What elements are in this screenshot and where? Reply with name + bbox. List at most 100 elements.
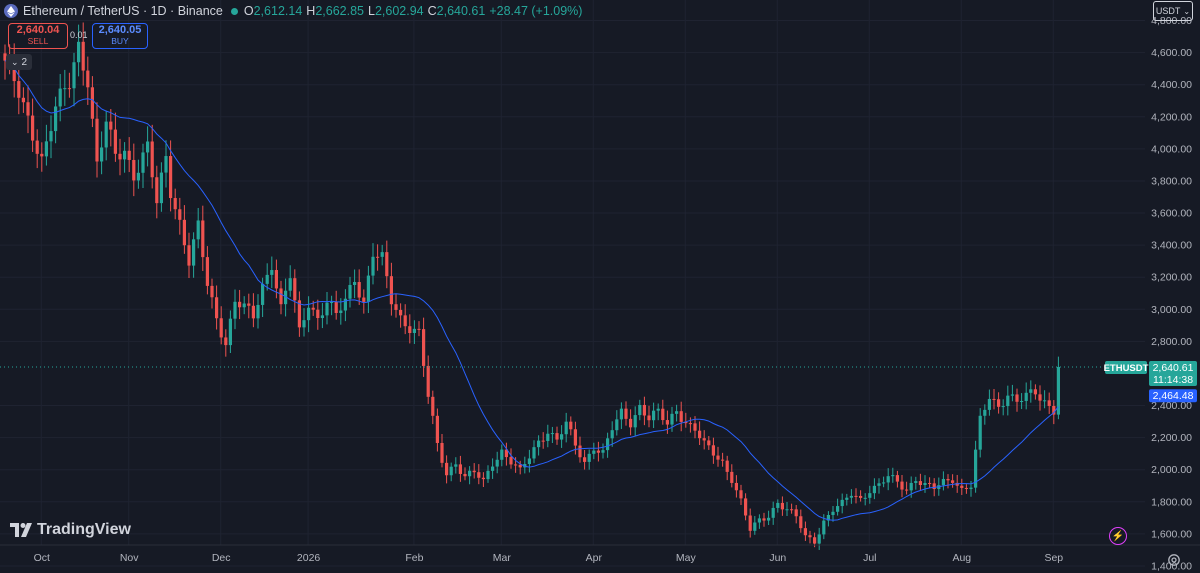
candle-body xyxy=(463,473,467,477)
candle-body xyxy=(316,309,320,319)
price-axis-bg xyxy=(1145,0,1200,573)
candle-body xyxy=(491,466,495,471)
candle-body xyxy=(159,172,163,204)
price-tick-label: 4,000.00 xyxy=(1151,143,1192,155)
candle-body xyxy=(215,297,219,319)
price-tick-label: 4,600.00 xyxy=(1151,47,1192,59)
candle-body xyxy=(987,398,991,410)
candle-body xyxy=(21,97,25,103)
candle-body xyxy=(54,106,58,132)
lightning-icon[interactable]: ⚡ xyxy=(1109,527,1127,545)
candle-body xyxy=(320,315,324,319)
candle-body xyxy=(707,440,711,446)
time-tick-label: Apr xyxy=(586,552,603,564)
candle-body xyxy=(1006,395,1010,407)
candle-body xyxy=(81,41,85,71)
candle-body xyxy=(330,302,334,304)
currency-button[interactable]: USDT ⌄ xyxy=(1153,1,1193,21)
candle-body xyxy=(307,307,311,321)
candle-body xyxy=(822,520,826,535)
candle-body xyxy=(665,420,669,425)
candle-body xyxy=(780,502,784,510)
candle-body xyxy=(219,318,223,338)
candle-body xyxy=(504,449,508,458)
candle-body xyxy=(468,470,472,477)
symbol-header[interactable]: Ethereum / TetherUS · 1D · Binance O 2,6… xyxy=(4,3,586,19)
candle-body xyxy=(210,285,214,298)
price-tick-label: 1,400.00 xyxy=(1151,560,1192,572)
price-tick-label: 3,400.00 xyxy=(1151,240,1192,252)
candle-body xyxy=(1047,400,1051,406)
time-tick-label: Sep xyxy=(1044,552,1063,564)
candle-body xyxy=(730,471,734,483)
candle-body xyxy=(992,398,996,400)
candle-body xyxy=(357,282,361,298)
candle-body xyxy=(123,150,127,160)
candle-body xyxy=(431,396,435,416)
candle-body xyxy=(868,493,872,498)
candle-body xyxy=(560,434,564,440)
series-tag-bg xyxy=(1105,360,1147,374)
candle-body xyxy=(951,480,955,483)
price-tick-label: 2,200.00 xyxy=(1151,432,1192,444)
candle-body xyxy=(587,453,591,462)
candle-body xyxy=(711,445,715,456)
candle-body xyxy=(1001,406,1005,408)
candle-body xyxy=(661,408,665,421)
candle-body xyxy=(371,256,375,276)
open-label: O xyxy=(243,4,254,18)
candle-body xyxy=(619,408,623,420)
candle-body xyxy=(854,495,858,497)
candle-body xyxy=(380,252,384,257)
gear-icon[interactable] xyxy=(1167,553,1181,567)
candle-body xyxy=(279,288,283,305)
time-axis[interactable]: Oct Nov Dec 2026 Feb Mar Apr May Jun Jul Aug Sep xyxy=(0,544,1200,564)
candle-body xyxy=(583,457,587,462)
candle-body xyxy=(118,153,122,160)
candle-body xyxy=(596,450,600,453)
low-value: 2,602.94 xyxy=(374,4,424,18)
candle-body xyxy=(146,141,150,153)
candle-body xyxy=(297,300,301,328)
candle-body xyxy=(537,440,541,448)
symbol-title[interactable]: Ethereum / TetherUS · 1D · Binance xyxy=(23,4,223,18)
candle-body xyxy=(1015,394,1019,402)
candle-body xyxy=(1033,389,1037,395)
time-tick-label: May xyxy=(676,552,697,564)
high-label: H xyxy=(306,4,316,18)
candle-body xyxy=(928,482,932,484)
chevron-down-icon: ⌄ xyxy=(1183,6,1191,16)
candle-body xyxy=(256,304,260,319)
price-tick-label: 4,200.00 xyxy=(1151,111,1192,123)
candle-body xyxy=(95,118,99,162)
time-tick-label: 2026 xyxy=(297,552,321,564)
candle-body xyxy=(412,328,416,334)
candle-body xyxy=(725,460,729,472)
indicators-toggle[interactable]: ⌄ 2 xyxy=(6,54,32,70)
candle-body xyxy=(302,320,306,328)
candle-body xyxy=(201,220,205,258)
candle-body xyxy=(518,464,522,468)
candle-body xyxy=(909,482,913,491)
candle-body xyxy=(615,419,619,431)
candle-body xyxy=(601,450,605,453)
time-tick-label: Jul xyxy=(863,552,876,564)
candle-body xyxy=(233,301,237,319)
candle-body xyxy=(799,516,803,529)
candle-body xyxy=(481,477,485,480)
candle-body xyxy=(325,302,329,316)
sell-button[interactable]: 2,640.04 SELL xyxy=(8,23,68,49)
candle-body xyxy=(748,515,752,531)
countdown-tag: 11:14:38 xyxy=(1153,374,1193,386)
price-axis[interactable]: 4,800.00 4,600.00 4,400.00 4,200.00 4,000.00… xyxy=(1145,0,1200,573)
candle-body xyxy=(394,304,398,310)
tradingview-logo[interactable]: TradingView xyxy=(10,521,131,539)
candle-body xyxy=(564,421,568,435)
buy-button[interactable]: 2,640.05 BUY xyxy=(92,23,148,49)
candle-body xyxy=(923,482,927,486)
tradingview-icon xyxy=(10,523,32,537)
spread-value: 0.01 xyxy=(70,30,88,40)
candle-body xyxy=(606,438,610,451)
candle-body xyxy=(440,442,444,463)
